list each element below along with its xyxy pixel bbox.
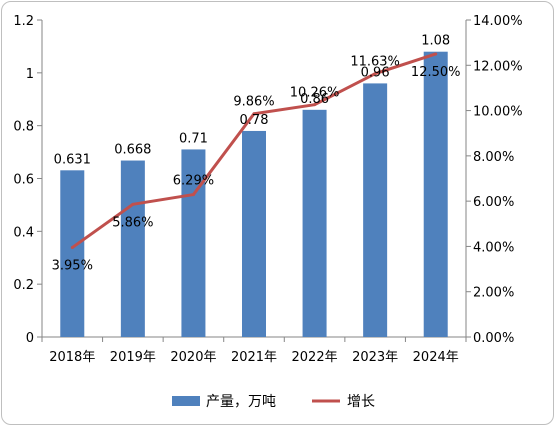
line-point	[434, 52, 438, 56]
bar-value-label: 1.08	[421, 34, 450, 49]
line-point	[313, 103, 317, 107]
axes: 0 0.2 0.4 0.6 0.8 1 1.2 0.00% 2.00% 4.00% 6.00% 8.0…	[13, 14, 522, 365]
line-point	[373, 72, 377, 76]
y-right-tick-label: 8.00%	[473, 150, 514, 165]
y-right-tick-label: 12.00%	[473, 59, 523, 74]
line-value-label: 12.50%	[411, 65, 461, 80]
legend-swatch-bar	[172, 396, 200, 406]
bar	[120, 160, 145, 337]
y-left-tick-label: 0.8	[13, 120, 34, 135]
y-right-tick-label: 0.00%	[473, 331, 514, 346]
bar-series	[60, 51, 448, 338]
y-right-tick-label: 4.00%	[473, 240, 514, 255]
bar	[363, 83, 388, 338]
line-series	[70, 52, 438, 250]
line-value-label: 9.86%	[233, 95, 274, 110]
line-value-label: 6.29%	[173, 174, 214, 189]
line-value-label: 11.63%	[350, 55, 400, 70]
bar-value-label: 0.668	[114, 143, 151, 158]
line-value-label: 10.26%	[290, 86, 340, 101]
x-tick-label: 2020年	[170, 350, 216, 365]
legend: 产量，万吨 增长	[172, 394, 375, 410]
bar	[60, 170, 85, 337]
legend-label-bar: 产量，万吨	[206, 394, 276, 410]
bar-value-label: 0.631	[54, 152, 91, 167]
bar-value-label: 0.78	[240, 113, 269, 128]
y-left-tick-label: 0.6	[13, 173, 34, 188]
x-tick-label: 2019年	[110, 350, 156, 365]
line-value-label: 3.95%	[52, 259, 93, 274]
y-right-tick-label: 14.00%	[473, 14, 523, 29]
x-tick-label: 2023年	[352, 350, 398, 365]
y-left-tick-label: 0.2	[13, 278, 34, 293]
bar-value-label: 0.71	[179, 131, 208, 146]
bar	[181, 149, 206, 337]
bar	[423, 51, 448, 337]
line-point	[252, 112, 256, 116]
y-right-tick-label: 2.00%	[473, 286, 514, 301]
y-left-tick-label: 1.2	[13, 14, 34, 29]
legend-label-line: 增长	[347, 394, 375, 410]
data-labels: 0.631 0.668 0.71 0.78 0.86 0.96 1.08 3.95% 5.86%…	[52, 34, 461, 274]
x-tick-label: 2024年	[413, 350, 459, 365]
y-left-tick-label: 0.4	[13, 225, 34, 240]
x-tick-label: 2018年	[49, 350, 95, 365]
line-point	[131, 202, 135, 206]
x-tick-label: 2022年	[292, 350, 338, 365]
line-point	[70, 246, 74, 250]
bar-value-label: 0.86	[300, 92, 329, 107]
y-left-tick-label: 1	[26, 67, 34, 82]
line-point	[191, 193, 195, 197]
y-left-tick-label: 0	[26, 331, 34, 346]
x-tick-label: 2021年	[231, 350, 277, 365]
bar	[302, 109, 327, 337]
y-right-tick-label: 6.00%	[473, 195, 514, 210]
bar-value-label: 0.96	[361, 65, 390, 80]
bar	[242, 130, 266, 337]
line-value-label: 5.86%	[112, 215, 153, 230]
y-right-tick-label: 10.00%	[473, 105, 523, 120]
